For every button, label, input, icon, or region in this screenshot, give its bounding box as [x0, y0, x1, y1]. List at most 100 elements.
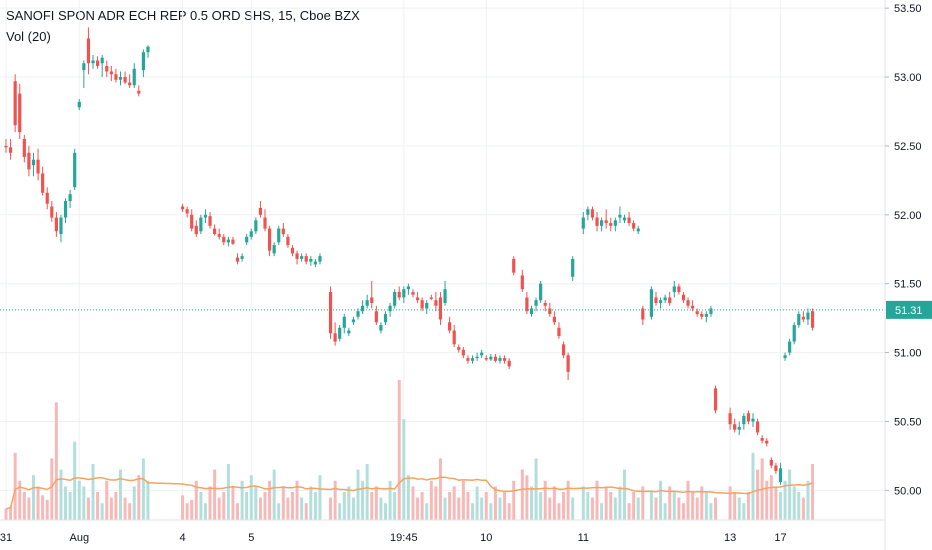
candle-body [778, 468, 783, 483]
candle-body [470, 358, 475, 361]
candle-body [231, 239, 235, 244]
volume-bar [709, 503, 713, 520]
candle-body [751, 418, 755, 422]
volume-bar [384, 503, 387, 520]
volume-bar [137, 475, 141, 520]
candle-body [801, 316, 805, 320]
grid-lines [0, 0, 885, 520]
candle-body [397, 291, 401, 298]
candle-body [512, 258, 516, 273]
volume-bar [281, 486, 285, 520]
candle-body [356, 311, 360, 317]
volume-bar [203, 503, 207, 520]
price-axis[interactable]: 53.50 53.00 52.50 52.00 51.50 51.00 50.50 50.00 [885, 3, 922, 497]
volume-bar [105, 480, 109, 520]
volume-bar [416, 497, 420, 520]
volume-bar [240, 480, 244, 520]
candle-body [760, 438, 764, 441]
candle-body [434, 300, 438, 306]
candle-body [203, 214, 208, 218]
volume-bar [263, 492, 267, 520]
candle-body [77, 101, 81, 108]
volume-bar [277, 503, 281, 520]
candle-body [632, 223, 636, 229]
candle-body [658, 300, 663, 303]
time-axis[interactable]: 31 Aug 4 5 19:45 10 11 13 17 [0, 532, 787, 544]
volume-bar [313, 492, 317, 520]
candle-body [636, 228, 640, 232]
candle-body [733, 424, 737, 430]
candle-body [604, 220, 608, 224]
time-axis-label: 31 [0, 532, 12, 544]
candle-body [295, 253, 299, 259]
price-candles [4, 27, 815, 485]
volume-bar [268, 480, 272, 520]
candle-body [180, 206, 185, 210]
time-axis-label: 17 [774, 532, 786, 544]
volume-bar [77, 480, 81, 520]
candle-body [338, 327, 342, 339]
candle-body [8, 147, 13, 153]
volume-bar [425, 503, 429, 520]
volume-bar [539, 492, 543, 520]
volume-bar [272, 469, 276, 520]
volume-bar [379, 497, 383, 520]
candle-body [627, 217, 631, 224]
volume-bar [231, 486, 235, 520]
volume-bar [181, 495, 185, 520]
volume-bar [548, 497, 552, 520]
volume-bar [613, 497, 617, 520]
volume-bar [226, 464, 230, 520]
volume-bar [714, 497, 718, 520]
candle-body [361, 305, 365, 312]
candle-body [213, 228, 217, 235]
candle-body [672, 286, 676, 292]
volume-bar [774, 486, 778, 520]
volume-bar [245, 492, 249, 520]
volume-bar [691, 492, 695, 520]
volume-bar [466, 492, 470, 520]
candle-body [50, 206, 54, 218]
candle-body [493, 356, 498, 361]
volume-bar [806, 480, 810, 520]
candle-body [765, 440, 769, 444]
candle-body [4, 145, 8, 148]
volume-bar [146, 480, 150, 520]
time-axis-label: 5 [248, 532, 254, 544]
candle-body [695, 311, 699, 314]
candle-body [226, 239, 230, 243]
candle-body [534, 300, 538, 306]
candle-body [114, 74, 118, 80]
volume-bar [213, 469, 217, 520]
price-axis-label: 51.00 [894, 348, 922, 360]
candle-body [374, 311, 378, 323]
price-axis-label: 53.50 [894, 3, 922, 15]
candle-body [258, 207, 263, 215]
volume-bar [59, 469, 63, 520]
candle-body [208, 216, 212, 226]
volume-bar [217, 497, 221, 520]
volume-bar [82, 486, 86, 520]
candle-body [123, 77, 127, 83]
volume-bar [811, 464, 815, 520]
candle-body [86, 38, 91, 64]
volume-bar [609, 492, 613, 520]
candle-body [82, 63, 86, 71]
volume-bar [590, 497, 594, 520]
volume-bar [388, 480, 392, 520]
volume-bar [746, 492, 750, 520]
volume-bar [618, 486, 622, 520]
volume-bar [190, 499, 194, 520]
candle-body [18, 93, 22, 133]
time-axis-label: 19:45 [390, 532, 418, 544]
candle-body [810, 311, 815, 328]
candle-body [686, 300, 690, 306]
price-axis-label: 50.00 [894, 485, 922, 497]
volume-bar [64, 486, 68, 520]
candle-body [309, 258, 313, 262]
volume-bar [402, 419, 406, 520]
volume-bar [338, 503, 342, 520]
last-price-tag: 51.31 [886, 300, 932, 319]
volume-bar [185, 503, 189, 520]
